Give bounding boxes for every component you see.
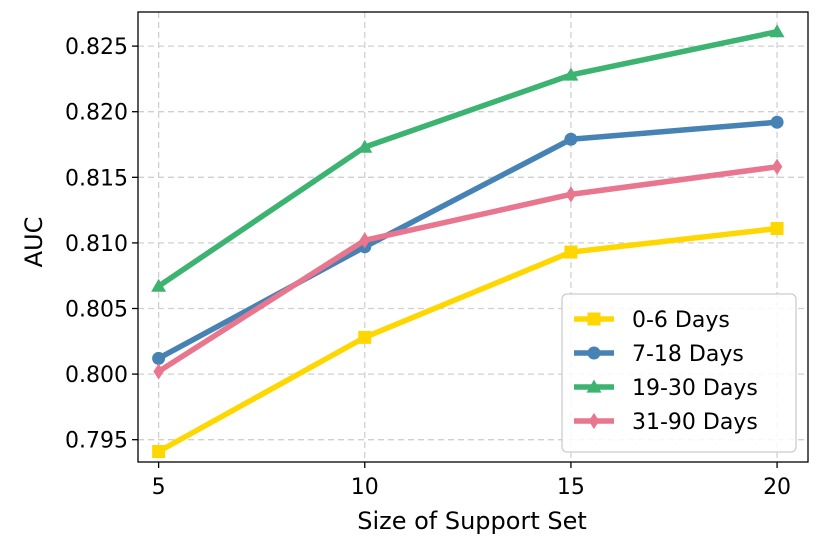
series-19-30-days: [151, 24, 785, 292]
data-point: [358, 330, 372, 344]
data-point: [151, 278, 167, 292]
data-point: [770, 221, 784, 235]
series-7-18-days: [152, 115, 784, 365]
legend-label: 7-18 Days: [632, 342, 744, 367]
legend-item: 7-18 Days: [574, 342, 744, 367]
y-tick-label: 0.815: [65, 166, 128, 191]
legend-item: 31-90 Days: [574, 410, 758, 435]
y-tick-label: 0.805: [65, 298, 128, 323]
x-tick-label: 5: [152, 475, 166, 500]
data-point: [563, 67, 579, 81]
y-tick-label: 0.795: [65, 429, 128, 454]
legend-marker: [587, 312, 601, 326]
y-tick-label: 0.800: [65, 363, 128, 388]
series-0-6-days: [152, 221, 784, 459]
data-point: [357, 139, 373, 153]
series-line: [155, 164, 780, 375]
legend-item: 19-30 Days: [574, 376, 758, 401]
x-tick-label: 15: [557, 475, 585, 500]
y-tick-label: 0.825: [65, 35, 128, 60]
series-31-90-days: [153, 158, 783, 380]
data-point: [771, 158, 783, 175]
x-tick-label: 10: [351, 475, 379, 500]
legend-marker: [586, 379, 602, 393]
legend-label: 31-90 Days: [632, 410, 758, 435]
legend-marker: [588, 412, 600, 430]
data-point: [564, 245, 578, 259]
data-point: [565, 186, 577, 203]
axis-ticks: 5 10 15 20 0.795 0.800 0.805 0.810 0.815 0.820 0.8…: [65, 35, 791, 500]
y-tick-label: 0.820: [65, 101, 128, 126]
series-line: [155, 28, 780, 289]
legend-label: 0-6 Days: [632, 308, 730, 333]
data-point: [564, 132, 578, 146]
plot-frame: [137, 11, 809, 463]
y-axis-label: AUC: [20, 217, 48, 268]
data-point: [769, 24, 785, 38]
data-point: [152, 445, 166, 459]
data-point: [153, 363, 164, 380]
series-line: [155, 225, 780, 455]
series-line: [155, 119, 780, 362]
legend-label: 19-30 Days: [632, 376, 758, 401]
data-point: [770, 115, 784, 129]
legend: 0-6 Days 7-18 Days 19-30 Days 31-90 Days: [561, 293, 797, 453]
legend-marker: [587, 346, 601, 360]
x-axis-label: Size of Support Set: [357, 507, 587, 535]
data-point: [359, 232, 370, 249]
x-tick-label: 20: [763, 475, 791, 500]
legend-item: 0-6 Days: [574, 308, 730, 333]
y-tick-label: 0.810: [65, 232, 128, 257]
legend-box: [561, 293, 797, 453]
series-group: [151, 24, 785, 459]
data-point: [152, 351, 166, 365]
